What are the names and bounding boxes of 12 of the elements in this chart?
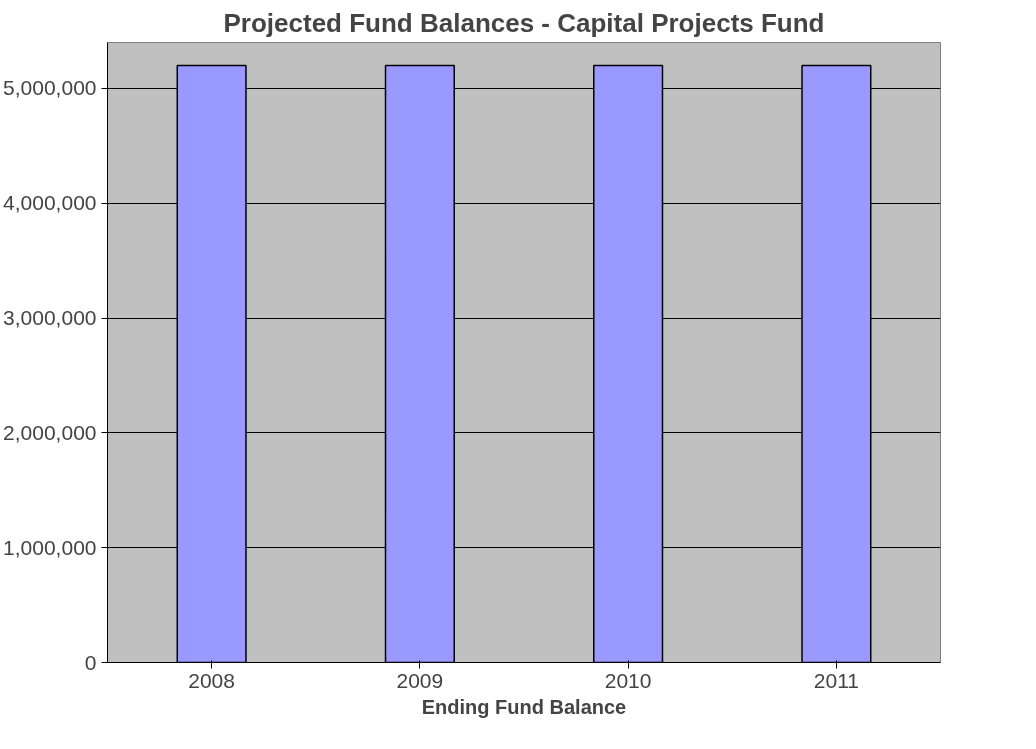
x-tick-label: 2008 [188, 668, 235, 692]
y-tick-label: 1,000,000 [3, 535, 97, 559]
y-tick-label: 4,000,000 [3, 191, 97, 215]
y-tick-label: 5,000,000 [3, 76, 97, 100]
chart-title: Projected Fund Balances - Capital Projects Fund [223, 7, 825, 38]
y-tick-label: 2,000,000 [3, 420, 97, 444]
y-tick-label: 3,000,000 [3, 306, 97, 330]
x-axis-title: Ending Fund Balance [421, 695, 627, 718]
y-tick-label: 0 [84, 650, 97, 674]
x-tick-label: 2009 [396, 668, 444, 692]
x-tick-label: 2010 [604, 668, 652, 692]
x-tick-label: 2011 [813, 668, 859, 692]
